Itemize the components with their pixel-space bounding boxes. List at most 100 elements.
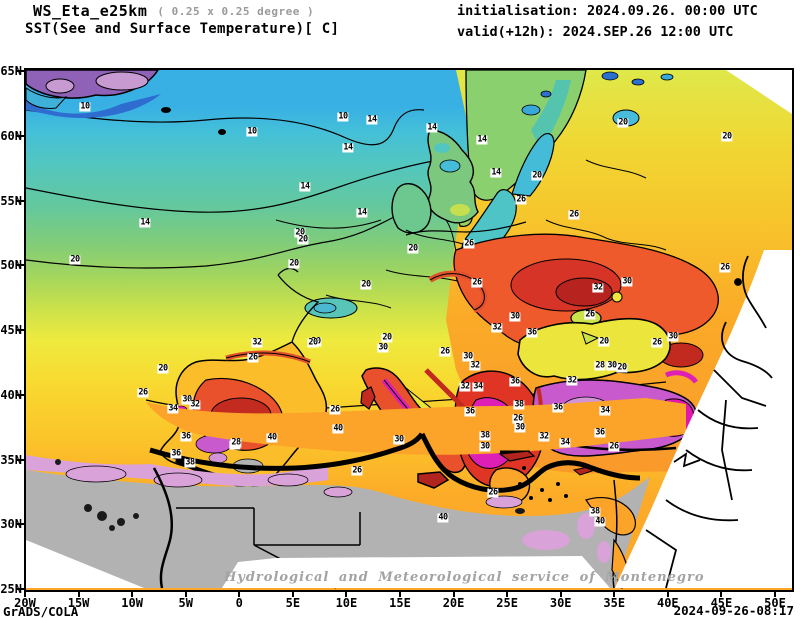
alps-cool-patch — [304, 297, 358, 319]
lon-tick-label: 45E — [710, 596, 733, 610]
contour-label: 32 — [592, 282, 604, 293]
contour-label: 20 — [360, 279, 372, 290]
contour-label: 14 — [490, 167, 502, 178]
contour-label: 32 — [491, 322, 503, 333]
contour-label: 10 — [79, 101, 91, 112]
contour-label: 26 — [608, 441, 620, 452]
contour-label: 30 — [621, 276, 633, 287]
contour-label: 36 — [552, 402, 564, 413]
middle-east-borders — [645, 255, 773, 589]
contour-label: 26 — [351, 465, 363, 476]
lon-tick-label: 5W — [178, 596, 193, 610]
contour-label: 30 — [393, 434, 405, 445]
contour-label: 26 — [584, 309, 596, 320]
lon-tick — [506, 590, 509, 597]
lat-tick — [16, 329, 24, 331]
contour-label: 36 — [509, 376, 521, 387]
contour-label: 14 — [426, 122, 438, 133]
contour-label: 20 — [598, 336, 610, 347]
contour-label: 38 — [513, 399, 525, 410]
lon-tick — [398, 590, 401, 597]
british-isles — [391, 129, 479, 234]
contour-label: 30 — [462, 351, 474, 362]
lon-tick-label: 15E — [389, 596, 411, 610]
contour-label: 26 — [719, 262, 731, 273]
lon-tick-label: 25E — [496, 596, 518, 610]
contour-label: 40 — [594, 516, 606, 527]
lat-tick — [16, 199, 24, 202]
contour-label: 14 — [299, 181, 311, 192]
lat-tick-label: 45N — [0, 323, 22, 337]
lon-tick — [773, 590, 776, 597]
contour-label: 20 — [617, 117, 629, 128]
map-plot — [26, 70, 792, 590]
lat-tick-label: 30N — [0, 517, 22, 532]
contour-label: 30 — [606, 360, 618, 371]
lon-tick — [452, 590, 455, 597]
contour-label: 14 — [342, 142, 354, 153]
contour-label: 30 — [479, 441, 491, 452]
grid-resolution-label: ( 0.25 x 0.25 degree ) — [157, 5, 315, 18]
contour-label: 32 — [566, 375, 578, 386]
lon-tick-label: 15W — [67, 596, 90, 610]
lon-tick — [184, 590, 187, 597]
contour-label: 36 — [526, 327, 538, 338]
contour-label: 36 — [464, 406, 476, 417]
contour-label: 20 — [307, 337, 319, 348]
lat-tick — [16, 458, 24, 461]
lon-tick — [559, 590, 562, 597]
lon-tick-label: 10E — [335, 596, 358, 610]
aegean-islands — [518, 466, 568, 502]
lon-tick-label: 10W — [121, 596, 143, 610]
variable-title: SST(See and Surface Temperature)[ C] — [25, 21, 340, 37]
lon-tick — [613, 590, 616, 597]
lon-tick — [720, 590, 723, 597]
contour-label: 30 — [667, 331, 679, 342]
lon-tick-label: 30E — [549, 596, 572, 610]
contour-label: 26 — [487, 487, 499, 498]
contour-label: 34 — [599, 405, 611, 416]
map-frame — [24, 68, 794, 592]
lat-tick-label: 55N — [0, 193, 22, 208]
black-sea — [517, 309, 671, 381]
contour-label: 30 — [377, 342, 389, 353]
contour-label: 26 — [137, 387, 149, 398]
contour-label: 40 — [266, 432, 278, 443]
model-title: WS_Eta_e25km ( 0.25 x 0.25 degree ) — [33, 2, 314, 20]
lat-tick — [16, 393, 24, 396]
contour-label: 36 — [170, 448, 182, 459]
contour-label: 10 — [246, 126, 258, 137]
lon-tick-label: 40E — [656, 596, 679, 610]
contour-label: 20 — [616, 362, 628, 373]
lat-tick — [16, 134, 24, 137]
contour-label: 36 — [594, 427, 606, 438]
lon-tick — [131, 590, 134, 597]
contour-label: 26 — [512, 413, 524, 424]
contour-label: 36 — [180, 431, 192, 442]
contour-label: 38 — [184, 457, 196, 468]
contour-label: 30 — [509, 311, 521, 322]
lon-tick-label: 35E — [603, 596, 626, 610]
france-coast — [277, 267, 320, 343]
lat-tick — [16, 523, 24, 526]
contour-label: 20 — [721, 131, 733, 142]
contour-label: 34 — [472, 381, 484, 392]
contour-label: 20 — [288, 258, 300, 269]
contour-label: 30 — [181, 394, 193, 405]
contour-label: 26 — [471, 277, 483, 288]
lat-tick-label: 40N — [0, 387, 22, 402]
lon-tick-label: 0 — [235, 596, 243, 610]
contour-label: 20 — [297, 234, 309, 245]
contour-label: 32 — [251, 337, 263, 348]
contour-label: 28 — [594, 360, 606, 371]
lat-tick-label: 50N — [0, 258, 22, 273]
contour-label: 38 — [589, 506, 601, 517]
contour-label: 10 — [337, 111, 349, 122]
contour-label: 32 — [538, 431, 550, 442]
lon-tick — [238, 590, 241, 597]
contour-label: 34 — [167, 403, 179, 414]
contour-label: 40 — [437, 512, 449, 523]
contour-label: 26 — [439, 346, 451, 357]
contour-label: 26 — [463, 238, 475, 249]
